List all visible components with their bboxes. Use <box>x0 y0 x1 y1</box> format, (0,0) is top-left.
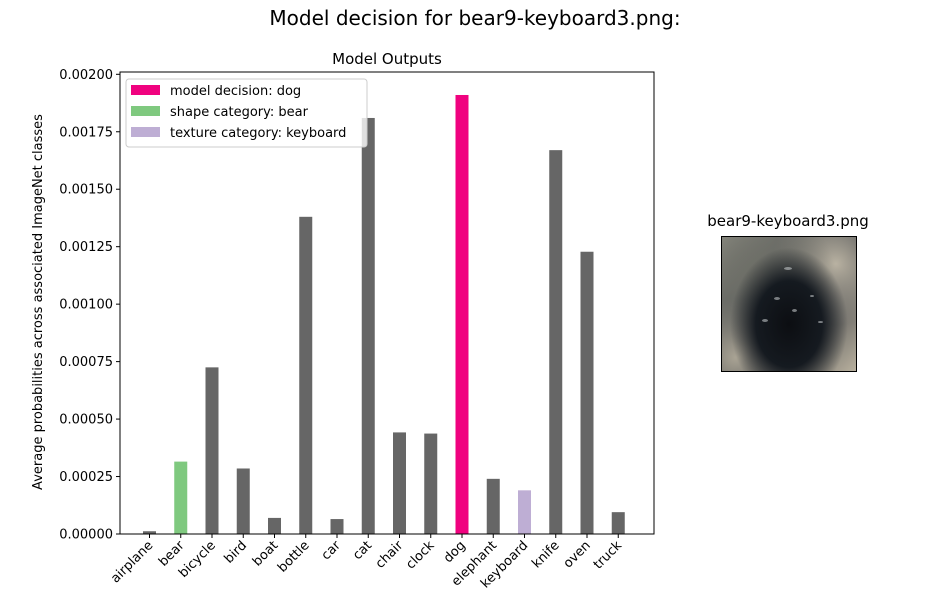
x-tick-label-bottle: bottle <box>275 538 312 575</box>
x-tick-label-car: car <box>319 538 345 564</box>
bar-bottle <box>299 216 313 534</box>
x-tick-label-chair: chair <box>373 538 407 572</box>
plot-frame <box>119 71 655 535</box>
y-tick-label: 0.00075 <box>59 355 113 370</box>
bar-truck <box>611 512 625 534</box>
bar-oven <box>580 251 594 535</box>
y-tick-label: 0.00200 <box>59 68 113 83</box>
legend-swatch <box>131 106 160 116</box>
chart-title: Model Outputs <box>332 50 442 68</box>
bar-bird <box>236 468 250 534</box>
bar-bear <box>174 461 188 534</box>
bar-keyboard <box>518 490 531 534</box>
y-tick-label: 0.00050 <box>59 413 113 428</box>
y-tick-label: 0.00000 <box>59 528 113 543</box>
legend-label: model decision: dog <box>170 84 301 99</box>
legend-swatch <box>131 127 160 137</box>
bar-bicycle <box>205 367 219 534</box>
image-title: bear9-keyboard3.png <box>707 212 869 230</box>
bar-clock <box>424 433 438 534</box>
x-tick-label-bird: bird <box>222 538 250 566</box>
x-tick-label-oven: oven <box>561 538 594 571</box>
bars-layer <box>143 94 625 535</box>
x-tick-label-cat: cat <box>350 538 375 563</box>
legend-box <box>125 78 368 148</box>
figure-suptitle: Model decision for bear9-keyboard3.png: <box>269 6 681 30</box>
y-ticks: 0.00000 0.00025 0.00050 0.00075 0.00100 0.001… <box>59 68 120 543</box>
y-tick-label: 0.00150 <box>59 183 113 198</box>
x-tick-label-clock: clock <box>403 538 438 573</box>
bar-boat <box>268 517 281 534</box>
x-tick-label-truck: truck <box>591 538 626 573</box>
bar-car <box>330 519 344 534</box>
y-tick-label: 0.00025 <box>59 470 113 485</box>
legend-label: shape category: bear <box>170 105 309 120</box>
y-axis-label: Average probabilities across associated … <box>31 114 46 490</box>
legend-swatch <box>131 85 160 95</box>
bar-dog <box>455 94 469 535</box>
y-tick-label: 0.00175 <box>59 125 113 140</box>
legend: model decision: dog shape category: bear t… <box>125 78 368 148</box>
bar-knife <box>549 150 563 534</box>
bar-airplane <box>143 531 156 534</box>
y-tick-label: 0.00125 <box>59 240 113 255</box>
x-tick-label-airplane: airplane <box>108 538 156 586</box>
stimulus-image <box>721 236 857 372</box>
bar-elephant <box>486 478 500 534</box>
y-tick-label: 0.00100 <box>59 298 113 313</box>
x-tick-label-knife: knife <box>529 538 562 571</box>
legend-label: texture category: keyboard <box>170 126 346 141</box>
bar-chair <box>393 432 406 534</box>
bar-cat <box>361 117 375 534</box>
